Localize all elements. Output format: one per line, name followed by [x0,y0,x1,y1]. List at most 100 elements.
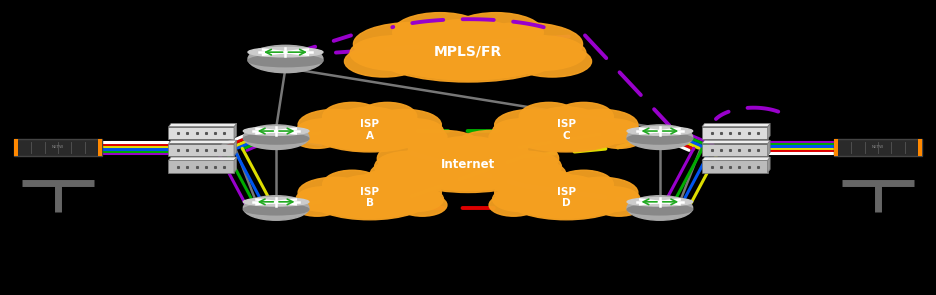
Ellipse shape [398,126,447,148]
Ellipse shape [594,126,644,148]
Ellipse shape [248,45,323,73]
Ellipse shape [248,47,323,57]
Polygon shape [702,144,768,156]
Ellipse shape [489,126,538,148]
Polygon shape [234,140,237,156]
Ellipse shape [412,19,524,62]
Text: ISP
A: ISP A [360,119,379,141]
Ellipse shape [496,36,586,71]
FancyBboxPatch shape [833,139,838,156]
Ellipse shape [494,109,567,140]
Polygon shape [768,123,770,139]
Ellipse shape [243,133,309,144]
Ellipse shape [317,118,422,150]
Ellipse shape [358,102,417,131]
Ellipse shape [377,140,470,178]
Ellipse shape [489,194,538,216]
FancyBboxPatch shape [13,139,103,156]
Ellipse shape [506,178,626,220]
Ellipse shape [513,46,592,77]
Ellipse shape [408,131,483,166]
Ellipse shape [293,194,342,216]
Ellipse shape [299,109,372,140]
Text: ISP
D: ISP D [557,187,576,209]
Ellipse shape [532,107,602,138]
Ellipse shape [384,35,552,80]
Ellipse shape [310,178,430,220]
Ellipse shape [554,102,613,131]
Ellipse shape [243,196,309,220]
Ellipse shape [627,204,693,215]
Ellipse shape [514,186,619,218]
Ellipse shape [627,127,693,135]
Ellipse shape [594,194,644,216]
Ellipse shape [627,133,693,144]
Ellipse shape [335,175,405,206]
Text: Internet: Internet [441,158,495,171]
Ellipse shape [424,136,513,175]
Ellipse shape [369,177,442,208]
Ellipse shape [243,127,309,135]
Ellipse shape [296,187,352,212]
Ellipse shape [299,177,372,208]
Ellipse shape [494,177,567,208]
Ellipse shape [532,175,602,206]
Polygon shape [702,123,770,127]
Ellipse shape [398,194,447,216]
Ellipse shape [392,141,544,193]
Ellipse shape [492,119,548,144]
FancyBboxPatch shape [918,139,922,156]
Ellipse shape [514,118,619,150]
Polygon shape [768,157,770,173]
Ellipse shape [402,150,534,191]
Ellipse shape [370,160,432,188]
Ellipse shape [317,186,422,218]
Polygon shape [168,123,237,127]
Ellipse shape [627,196,693,220]
Ellipse shape [519,102,578,131]
Ellipse shape [243,198,309,206]
Ellipse shape [519,170,578,199]
Ellipse shape [243,125,309,150]
Ellipse shape [310,111,430,152]
Ellipse shape [293,126,342,148]
Ellipse shape [374,151,446,182]
Ellipse shape [373,24,563,82]
Polygon shape [702,160,768,173]
Text: MPLS/FR: MPLS/FR [434,44,502,58]
Ellipse shape [358,170,417,199]
FancyBboxPatch shape [98,139,103,156]
Polygon shape [168,144,234,156]
Ellipse shape [466,22,582,65]
Ellipse shape [323,170,382,199]
Polygon shape [168,160,234,173]
Polygon shape [168,140,237,144]
Text: ISP
B: ISP B [360,187,379,209]
Text: NETW: NETW [51,145,65,150]
Ellipse shape [554,170,613,199]
Ellipse shape [466,140,559,178]
FancyBboxPatch shape [13,139,18,156]
Ellipse shape [354,22,470,65]
Ellipse shape [490,151,562,182]
Ellipse shape [565,109,638,140]
Ellipse shape [492,187,548,212]
Ellipse shape [506,111,626,152]
Text: NETW: NETW [871,145,885,150]
Ellipse shape [627,198,693,206]
Polygon shape [702,127,768,139]
Polygon shape [234,123,237,139]
Ellipse shape [453,131,528,166]
Text: ISP
C: ISP C [557,119,576,141]
Ellipse shape [248,55,323,67]
Ellipse shape [335,107,405,138]
Polygon shape [168,127,234,139]
Polygon shape [702,157,770,160]
Ellipse shape [393,13,487,52]
Ellipse shape [627,125,693,150]
Ellipse shape [323,102,382,131]
Ellipse shape [350,36,440,71]
Ellipse shape [584,187,640,212]
Ellipse shape [449,13,543,52]
Polygon shape [234,157,237,173]
